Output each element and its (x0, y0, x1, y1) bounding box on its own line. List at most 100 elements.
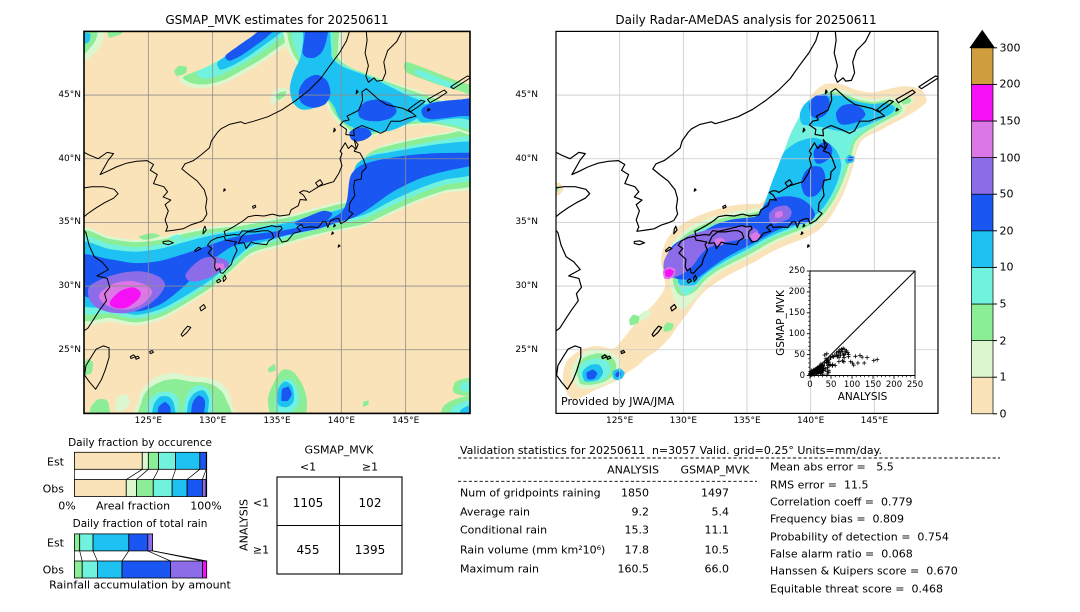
right-map-title: Daily Radar-AMeDAS analysis for 20250611 (615, 13, 877, 27)
side-stat: Frequency bias = 0.809 (770, 512, 905, 526)
island-rishiri (355, 89, 359, 95)
side-stat: RMS error = 11.5 (770, 478, 869, 492)
totalrain-Obs-seg-cyan (97, 560, 123, 579)
left-map-dash-aqua-1 (168, 234, 184, 241)
left-map-north-blue-kuril (421, 98, 470, 120)
contingency-value-11: 1395 (354, 543, 386, 557)
island-iriomote (601, 354, 608, 360)
inset-y-tick: 0 (799, 370, 805, 381)
inset-y-tick: 200 (788, 286, 805, 297)
coast-shandong-peninsula (84, 186, 119, 218)
totalrain-Obs-seg-blue (121, 560, 171, 579)
right-map-lat-tick: 30°N (515, 281, 538, 292)
island-izu-oshima (802, 223, 806, 228)
right-map-jp-blue-tohoku1 (801, 166, 826, 197)
right-map-lat-tick: 45°N (515, 90, 538, 101)
island-izu-oshima (333, 223, 336, 228)
left-map-s1-blue (157, 401, 171, 414)
left-map-ne-strip-aqua (414, 69, 457, 89)
left-map-frame (83, 30, 471, 415)
island-shikoku (708, 230, 745, 250)
left-map-lon-tick: 125°E (134, 416, 163, 427)
colorbar-tick-label: 2 (999, 334, 1007, 348)
stats-row-label: Num of gridpoints raining (460, 486, 601, 500)
island-goto (664, 246, 673, 253)
left-map-s2-blue (191, 395, 206, 414)
island-hokkaido (339, 88, 417, 137)
side-stat: Mean abs error = 5.5 (770, 460, 894, 474)
island-izu-hachijo (337, 244, 341, 248)
side-stat: Correlation coeff = 0.779 (770, 495, 913, 509)
stats-row-label: Conditional rain (460, 523, 548, 537)
coast-china-coast-south (84, 229, 111, 332)
totalrain-connector (92, 550, 98, 562)
occurrence-connector (126, 469, 143, 480)
right-map-jp-blue-hok2 (835, 103, 866, 125)
island-jeju (162, 240, 174, 246)
left-map-s0-green-2 (114, 394, 131, 413)
left-map-dot-green-n3 (275, 91, 287, 101)
inset-x-tick: 150 (864, 380, 882, 390)
map-credit: Provided by JWA/JMA (561, 395, 675, 408)
colorbar-block-green (971, 303, 994, 341)
left-map-band-purple-kyushu (185, 256, 230, 282)
island-shikoku (237, 230, 275, 249)
island-ulleungdo (693, 188, 697, 192)
island-tanegashima (692, 274, 698, 283)
island-iriomote (129, 354, 136, 360)
island-yakushima (216, 278, 222, 284)
right-map-jp-orchid-chubu (774, 210, 784, 218)
totalrain-connector (152, 550, 207, 562)
stats-col-gsmap: GSMAP_MVK (680, 463, 750, 476)
contingency-grid (276, 476, 403, 575)
right-map-sw-blue-1 (586, 369, 598, 380)
totalrain-row-label-obs: Obs (42, 563, 64, 576)
occurrence-axis-0: 0% (58, 499, 76, 513)
colorbar-block-cyan (971, 230, 994, 268)
left-map-s5-cyan (459, 381, 470, 392)
right-map-lat-tick: 25°N (515, 344, 538, 355)
totalrain-connector (121, 550, 130, 562)
colorbar-tick-label: 50 (999, 187, 1014, 201)
island-taiwan (556, 345, 582, 390)
occurrence-Est-seg-green (147, 451, 159, 470)
occurrence-connector (136, 469, 149, 480)
totalrain-row-label-est: Est (47, 536, 64, 549)
left-map-ncoast-cyan (217, 31, 283, 70)
island-urup (450, 75, 470, 90)
right-map-corridor-pgreen-dot (638, 310, 652, 322)
occurrence-Obs-seg-cream (74, 479, 127, 497)
stats-col-analysis: ANALYSIS (607, 463, 659, 476)
side-stat: Hanssen & Kuipers score = 0.670 (770, 564, 958, 578)
coast-sakhalin (833, 31, 872, 83)
left-map-north-blue-tsugaru (349, 127, 372, 142)
island-sado (315, 179, 324, 188)
island-izu-miyake (800, 231, 804, 236)
totalrain-Est-seg-cyan (92, 533, 130, 552)
occurrence-chart-title: Daily fraction by occurence (68, 437, 212, 449)
stats-row-gsmap-value: 5.4 (711, 505, 730, 519)
contingency-row-label-lt1: <1 (252, 496, 270, 510)
occurrence-Est-seg-blue (199, 451, 207, 470)
right-map-lat-tick: 35°N (515, 217, 538, 228)
right-map-jp-purple-west (663, 226, 759, 278)
island-tsushima (673, 225, 678, 235)
occurrence-connector (152, 469, 159, 480)
colorbar-tick-label: 150 (999, 114, 1021, 128)
right-map-lon-tick: 135°E (733, 416, 761, 427)
colorbar-tick-label: 20 (999, 224, 1014, 238)
occurrence-Obs-seg-blue (186, 479, 203, 497)
inset-xlabel: ANALYSIS (837, 390, 888, 403)
occurrence-Obs-seg-aqua (152, 479, 173, 497)
stats-row-analysis-value: 160.5 (617, 562, 650, 576)
island-ishigaki (135, 355, 140, 360)
totalrain-connector (79, 550, 83, 562)
island-amami (199, 304, 207, 312)
right-map-corridor-green-1 (629, 314, 640, 326)
contingency-row-title: ANALYSIS (237, 499, 251, 551)
island-okinawa (651, 325, 663, 337)
inset-x-tick: 50 (825, 380, 837, 390)
island-kunashiri (876, 99, 894, 113)
colorbar (969, 29, 997, 415)
